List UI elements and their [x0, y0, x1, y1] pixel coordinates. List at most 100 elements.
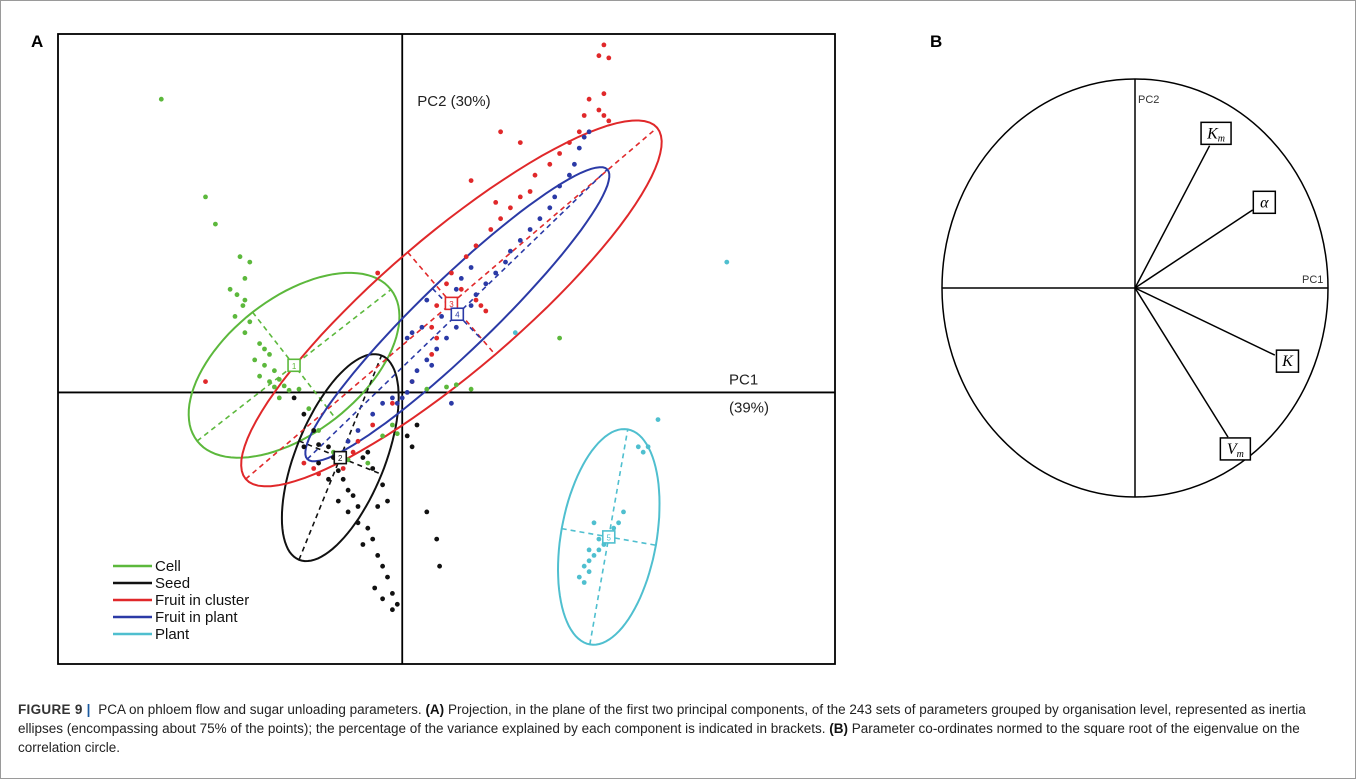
variable-v-m-3-label: Vm	[1227, 441, 1244, 460]
plant-centroid-label: 5	[607, 533, 612, 542]
fruit-in-plant-point	[424, 297, 430, 303]
fruit-in-cluster-point	[458, 286, 464, 292]
cell-point	[390, 422, 395, 428]
legend-label-fruit-in-plant: Fruit in plant	[155, 609, 238, 626]
legend-label-cell: Cell	[155, 558, 181, 575]
cell-point	[306, 406, 312, 412]
fruit-in-plant-point	[572, 161, 577, 167]
pc1-axis-label: PC1	[1302, 274, 1323, 286]
fruit-in-cluster-point	[444, 281, 449, 287]
fruit-in-plant-point	[557, 183, 562, 189]
figure-number: FIGURE 9	[18, 702, 83, 717]
fruit-in-plant-point	[399, 395, 405, 401]
fruit-in-plant-point	[414, 368, 420, 374]
fruit-in-cluster-point	[429, 324, 435, 330]
seed-point	[291, 395, 297, 401]
fruit-in-cluster-point	[375, 270, 381, 276]
cell-centroid-label: 1	[292, 362, 297, 371]
cell-point	[240, 303, 246, 308]
cell-point	[203, 194, 208, 200]
fruit-in-cluster-point	[301, 460, 307, 466]
fruit-in-cluster-point	[478, 303, 484, 308]
seed-point	[301, 444, 307, 450]
cell-point	[276, 395, 282, 401]
seed-point	[340, 476, 346, 482]
seed-point	[335, 468, 341, 474]
cell-point	[424, 386, 430, 392]
cell-point	[213, 221, 218, 227]
seed-point	[390, 591, 395, 596]
fruit-in-plant-point	[409, 330, 415, 336]
cell-point	[234, 292, 240, 298]
fruit-in-plant-point	[576, 145, 582, 151]
plant-point	[621, 509, 626, 515]
fruit-in-cluster-point	[601, 113, 607, 118]
seed-ellipse	[280, 353, 400, 563]
pc2-axis-label: PC2 (30%)	[417, 93, 490, 110]
scatter-plot-area	[57, 33, 836, 665]
plant-point	[581, 563, 587, 569]
seed-point	[345, 487, 351, 493]
seed-point	[414, 422, 420, 428]
fruit-in-plant-point	[537, 216, 543, 222]
cell-point	[242, 297, 248, 303]
seed-point	[316, 442, 321, 447]
plant-point	[616, 520, 621, 526]
fruit-in-plant-point	[404, 335, 410, 341]
fruit-in-plant-point	[473, 292, 479, 298]
fruit-in-plant-minor-axis	[431, 287, 483, 341]
seed-point	[375, 553, 381, 558]
variable-k-m-0-vector	[1134, 145, 1211, 289]
plant-point	[512, 330, 518, 336]
fruit-in-cluster-point	[449, 270, 454, 276]
plant-point	[596, 536, 602, 542]
seed-centroid-box	[333, 450, 348, 465]
seed-point	[437, 563, 442, 569]
cell-point	[247, 319, 253, 325]
cell-point	[257, 341, 262, 346]
fruit-in-cluster-point	[517, 194, 523, 200]
variable-v-m-3-vector	[1134, 287, 1229, 438]
cell-point	[316, 428, 321, 433]
fruit-in-plant-point	[380, 400, 385, 406]
fruit-in-plant-point	[483, 281, 489, 287]
cell-point	[242, 330, 248, 336]
fruit-in-cluster-point	[532, 172, 538, 178]
fruit-in-cluster-point	[517, 140, 523, 146]
fruit-in-cluster-point	[434, 335, 440, 341]
seed-point	[301, 411, 307, 417]
plant-point	[645, 444, 651, 450]
seed-point	[355, 520, 361, 526]
fruit-in-cluster-point	[547, 161, 553, 167]
fruit-in-cluster-point	[581, 113, 587, 118]
caption-lead: PCA on phloem flow and sugar unloading p…	[98, 702, 422, 717]
fruit-in-cluster-point	[355, 438, 361, 444]
cell-point	[227, 286, 233, 292]
seed-point	[380, 482, 385, 488]
fruit-in-cluster-ellipse	[240, 119, 663, 488]
seed-point	[326, 444, 331, 450]
cell-point	[267, 352, 272, 357]
seed-point	[434, 536, 440, 542]
seed-point	[350, 493, 356, 498]
seed-point	[370, 536, 376, 542]
cell-point	[267, 379, 272, 384]
variable-k-2-symbol: K	[1281, 353, 1294, 370]
variable--1-vector	[1134, 209, 1254, 289]
fruit-in-cluster-point	[316, 471, 321, 477]
fruit-in-cluster-point	[340, 466, 346, 471]
caption-a-tag: (A)	[425, 702, 445, 717]
cell-point	[262, 346, 267, 352]
fruit-in-plant-point	[458, 276, 464, 281]
fruit-in-cluster-point	[390, 400, 395, 406]
fruit-in-plant-point	[508, 248, 513, 254]
fruit-in-plant-point	[409, 379, 415, 384]
seed-point	[372, 585, 378, 591]
variable-v-m-3-box	[1219, 437, 1252, 461]
variable-k-2-label: K	[1281, 353, 1294, 370]
seed-point	[326, 476, 331, 482]
fruit-in-plant-ellipse	[304, 166, 611, 463]
seed-point	[365, 525, 371, 531]
fruit-in-plant-point	[429, 362, 435, 368]
seed-point	[409, 444, 415, 450]
